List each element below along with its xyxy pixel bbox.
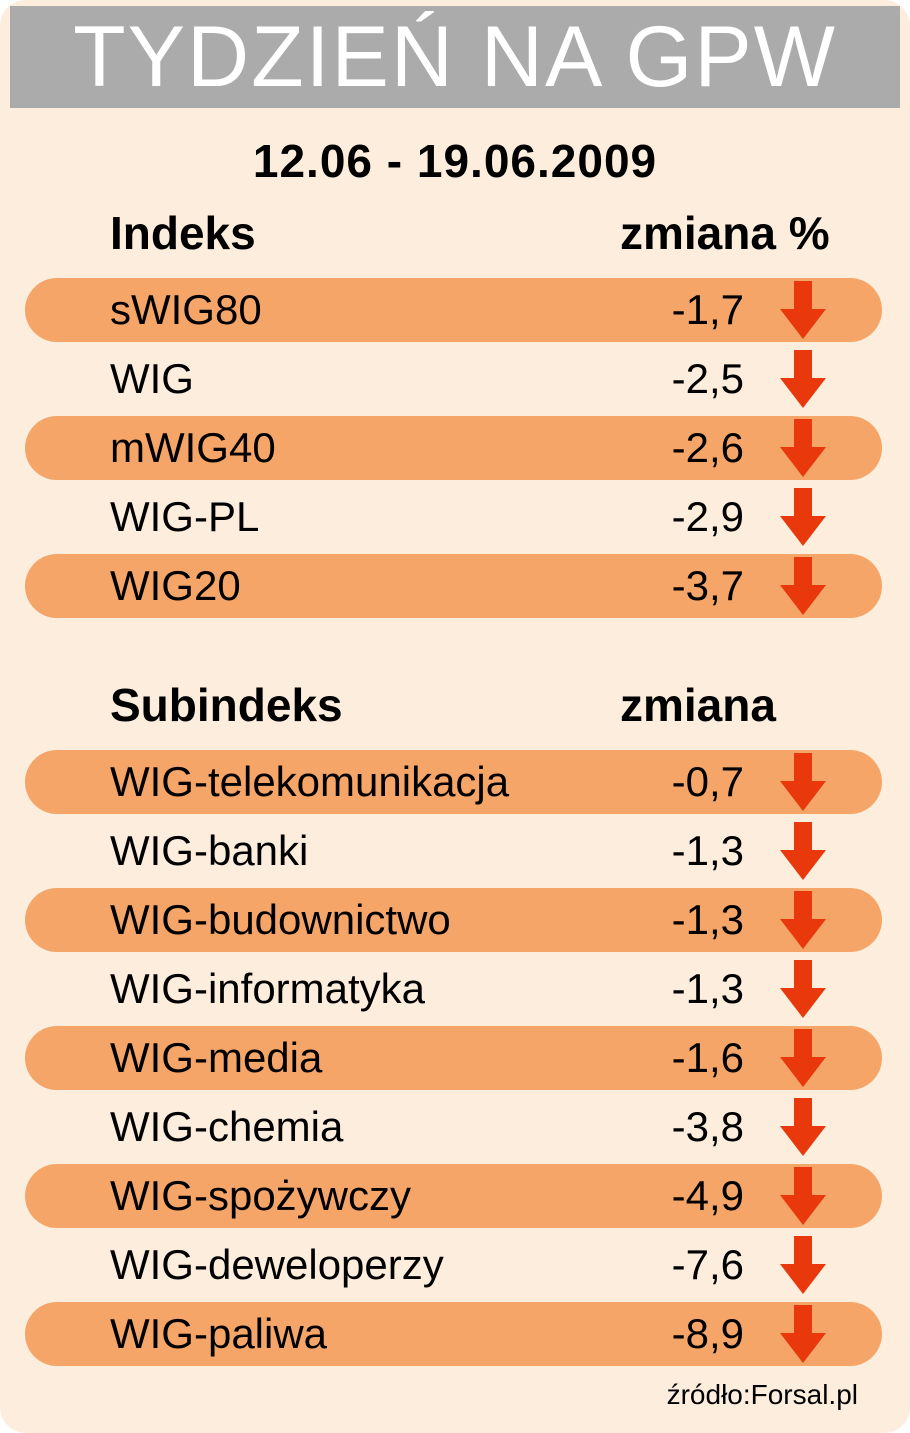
rows-list: sWIG80 -1,7 WIG -2,5 mWIG40 -2,6 WIG-PL -2,9 WIG… xyxy=(0,278,910,618)
down-arrow-icon xyxy=(780,488,826,546)
down-arrow-icon xyxy=(780,1167,826,1225)
down-arrow xyxy=(780,419,826,477)
change-value: -1,3 xyxy=(671,827,744,874)
column-header-change: zmiana xyxy=(620,679,776,731)
table-row: WIG20 -3,7 xyxy=(25,554,882,618)
source-credit: źródło:Forsal.pl xyxy=(666,1379,858,1410)
change-value: -1,3 xyxy=(671,965,744,1012)
change-value: -3,8 xyxy=(671,1103,744,1150)
down-arrow xyxy=(780,753,826,811)
change-value: -3,7 xyxy=(671,562,744,609)
change-value: -1,3 xyxy=(671,896,744,943)
index-name: WIG-budownictwo xyxy=(110,896,451,943)
down-arrow xyxy=(780,1029,826,1087)
table-row: mWIG40 -2,6 xyxy=(25,416,882,480)
down-arrow-icon xyxy=(780,1236,826,1294)
down-arrow-icon xyxy=(780,1305,826,1363)
down-arrow-icon xyxy=(780,350,826,408)
index-name: WIG-media xyxy=(110,1034,323,1081)
index-name: WIG-chemia xyxy=(110,1103,344,1150)
column-header-index: Indeks xyxy=(110,207,256,259)
index-name: WIG-banki xyxy=(110,827,309,874)
table-header: Subindeks zmiana xyxy=(0,674,910,736)
index-name: WIG-informatyka xyxy=(110,965,426,1012)
down-arrow xyxy=(780,281,826,339)
change-value: -2,6 xyxy=(671,424,744,471)
table-row: WIG-PL -2,9 xyxy=(25,485,882,549)
index-name: WIG20 xyxy=(110,562,241,609)
down-arrow-icon xyxy=(780,1098,826,1156)
down-arrow-icon xyxy=(780,1029,826,1087)
page-title: TYDZIEŃ NA GPW xyxy=(73,8,837,105)
table-row: WIG-budownictwo -1,3 xyxy=(25,888,882,952)
down-arrow-icon xyxy=(780,822,826,880)
index-name: WIG-spożywczy xyxy=(110,1172,412,1219)
table-row: WIG-paliwa -8,9 xyxy=(25,1302,882,1366)
index-name: sWIG80 xyxy=(110,286,262,333)
table-row: WIG-media -1,6 xyxy=(25,1026,882,1090)
table-row: WIG-spożywczy -4,9 xyxy=(25,1164,882,1228)
down-arrow xyxy=(780,1236,826,1294)
change-value: -1,7 xyxy=(671,286,744,333)
table-row: WIG-informatyka -1,3 xyxy=(25,957,882,1021)
change-value: -7,6 xyxy=(671,1241,744,1288)
down-arrow xyxy=(780,1098,826,1156)
table-row: WIG-telekomunikacja -0,7 xyxy=(25,750,882,814)
date-range: 12.06 - 19.06.2009 xyxy=(252,135,658,187)
index-name: WIG-paliwa xyxy=(110,1310,328,1357)
down-arrow-icon xyxy=(780,419,826,477)
change-value: -0,7 xyxy=(671,758,744,805)
column-header-change: zmiana % xyxy=(620,207,830,259)
down-arrow xyxy=(780,1167,826,1225)
table-row: sWIG80 -1,7 xyxy=(25,278,882,342)
down-arrow xyxy=(780,822,826,880)
down-arrow xyxy=(780,960,826,1018)
table-row: WIG -2,5 xyxy=(25,347,882,411)
change-value: -1,6 xyxy=(671,1034,744,1081)
column-header-index: Subindeks xyxy=(110,679,343,731)
down-arrow xyxy=(780,350,826,408)
index-name: mWIG40 xyxy=(110,424,276,471)
table-row: WIG-deweloperzy -7,6 xyxy=(25,1233,882,1297)
title-bar: TYDZIEŃ NA GPW xyxy=(10,6,900,108)
down-arrow xyxy=(780,488,826,546)
table-header: Indeks zmiana % xyxy=(0,202,910,264)
index-name: WIG xyxy=(110,355,194,402)
index-name: WIG-deweloperzy xyxy=(110,1241,444,1288)
down-arrow-icon xyxy=(780,753,826,811)
section-subindeks: Subindeks zmiana WIG-telekomunikacja -0,7 WI… xyxy=(0,674,910,1366)
change-value: -8,9 xyxy=(671,1310,744,1357)
down-arrow-icon xyxy=(780,281,826,339)
change-value: -2,5 xyxy=(671,355,744,402)
down-arrow xyxy=(780,557,826,615)
down-arrow-icon xyxy=(780,891,826,949)
table-row: WIG-banki -1,3 xyxy=(25,819,882,883)
rows-list: WIG-telekomunikacja -0,7 WIG-banki -1,3 WIG-… xyxy=(0,750,910,1366)
table-row: WIG-chemia -3,8 xyxy=(25,1095,882,1159)
section-indeks: Indeks zmiana % sWIG80 -1,7 WIG -2,5 mWIG40 -2,… xyxy=(0,202,910,618)
change-value: -4,9 xyxy=(671,1172,744,1219)
down-arrow-icon xyxy=(780,960,826,1018)
down-arrow-icon xyxy=(780,557,826,615)
change-value: -2,9 xyxy=(671,493,744,540)
down-arrow xyxy=(780,1305,826,1363)
down-arrow xyxy=(780,891,826,949)
sections-container: Indeks zmiana % sWIG80 -1,7 WIG -2,5 mWIG40 -2,… xyxy=(0,202,910,1366)
index-name: WIG-PL xyxy=(110,493,260,540)
index-name: WIG-telekomunikacja xyxy=(110,758,510,805)
